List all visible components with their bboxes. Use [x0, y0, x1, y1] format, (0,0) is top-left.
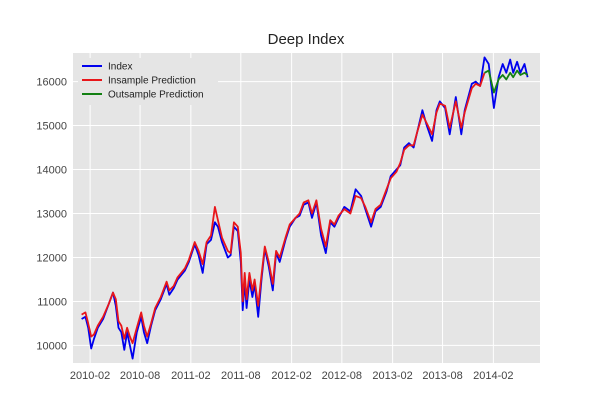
x-tick-label: 2013-02: [372, 370, 412, 382]
series-line-1: [81, 72, 486, 345]
y-tick-label: 10000: [36, 340, 67, 352]
y-tick-label: 13000: [36, 208, 67, 220]
legend: Index Insample Prediction Outsample Predic…: [78, 58, 218, 105]
x-axis: 2010-02 2010-08 2011-02 2011-08 2012-02 2012-…: [70, 370, 514, 382]
series-layer: [81, 56, 529, 360]
x-tick-label: 2010-08: [120, 370, 160, 382]
x-tick-label: 2013-08: [422, 370, 462, 382]
y-tick-label: 12000: [36, 252, 67, 264]
series-line-0: [81, 56, 529, 360]
x-tick-label: 2012-02: [271, 370, 311, 382]
x-tick-label: 2011-02: [171, 370, 211, 382]
y-tick-label: 16000: [36, 77, 67, 89]
y-axis: 10000 11000 12000 13000 14000 15000 16000: [36, 77, 67, 353]
chart-title: Deep Index: [268, 31, 345, 48]
y-tick-label: 11000: [37, 296, 67, 308]
series-line-2: [484, 69, 529, 94]
legend-label: Insample Prediction: [108, 76, 196, 87]
x-tick-label: 2012-08: [322, 370, 362, 382]
y-tick-label: 14000: [36, 165, 67, 177]
y-tick-label: 15000: [36, 121, 67, 133]
legend-label: Outsample Prediction: [108, 90, 204, 101]
x-tick-label: 2010-02: [70, 370, 110, 382]
legend-label: Index: [108, 62, 132, 73]
x-tick-label: 2014-02: [473, 370, 513, 382]
x-tick-label: 2011-08: [221, 370, 261, 382]
